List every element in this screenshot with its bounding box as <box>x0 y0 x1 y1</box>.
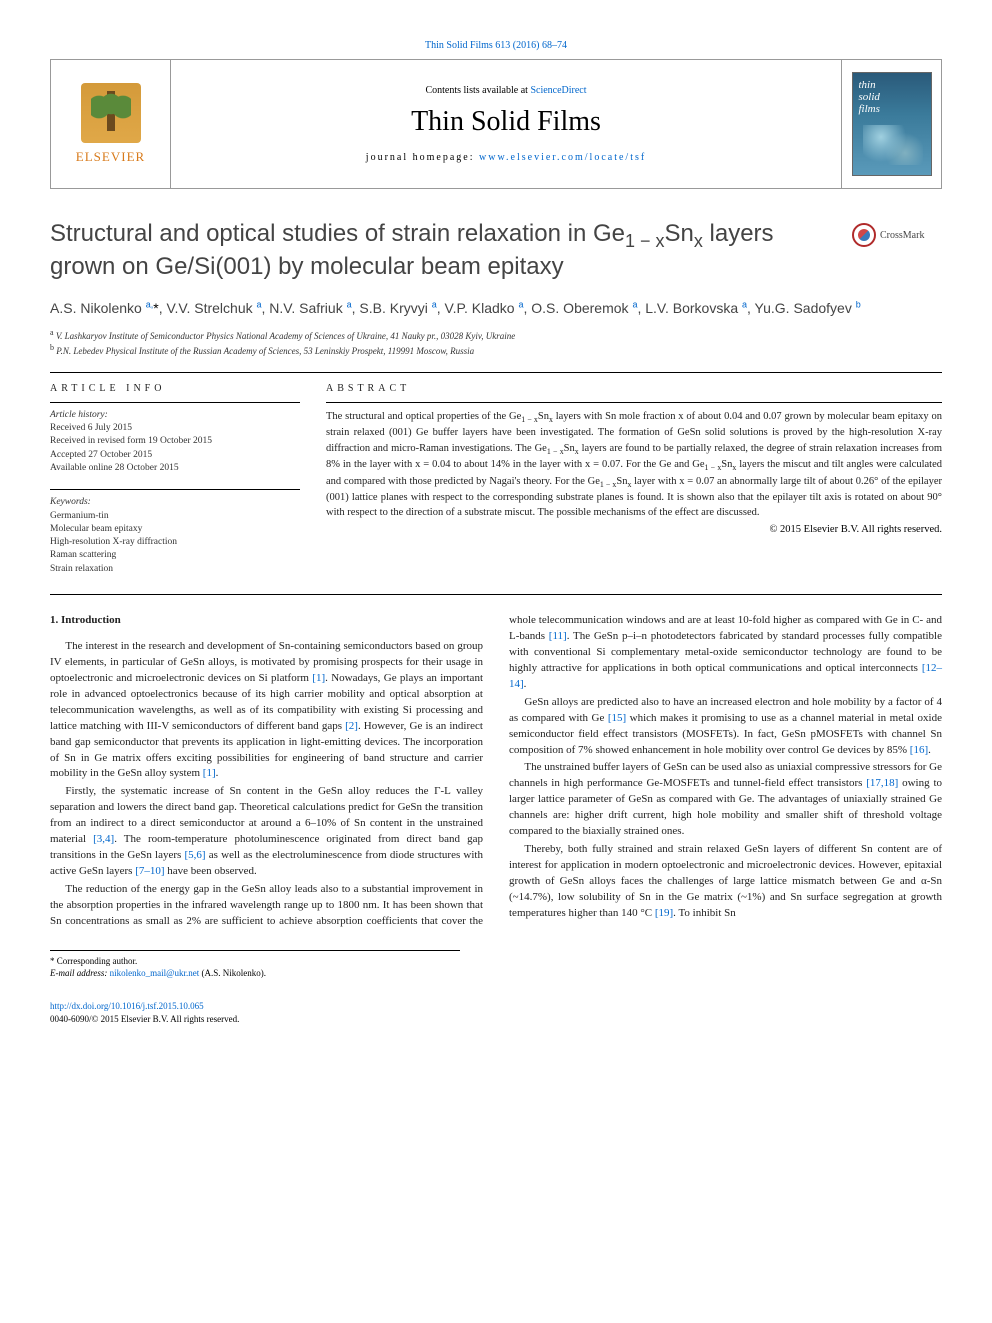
publisher-logo: ELSEVIER <box>51 60 171 188</box>
history-line: Available online 28 October 2015 <box>50 462 300 475</box>
keyword: Strain relaxation <box>50 563 300 576</box>
body-paragraph: The unstrained buffer layers of GeSn can… <box>509 760 942 840</box>
keyword: High-resolution X-ray diffraction <box>50 536 300 549</box>
header-center: Contents lists available at ScienceDirec… <box>171 60 841 188</box>
keyword: Molecular beam epitaxy <box>50 523 300 536</box>
rule-top <box>50 372 942 373</box>
keywords-block: Keywords: Germanium-tinMolecular beam ep… <box>50 496 300 576</box>
history-line: Received 6 July 2015 <box>50 422 300 435</box>
rule-history <box>50 489 300 490</box>
top-reference: Thin Solid Films 613 (2016) 68–74 <box>50 40 942 51</box>
article-title: Structural and optical studies of strain… <box>50 219 832 282</box>
body-columns: 1. Introduction The interest in the rese… <box>50 613 942 930</box>
article-info-heading: article info <box>50 383 300 394</box>
crossmark-widget[interactable]: CrossMark <box>852 223 942 247</box>
journal-header: ELSEVIER Contents lists available at Sci… <box>50 59 942 189</box>
homepage-line: journal homepage: www.elsevier.com/locat… <box>366 152 646 163</box>
cover-text-1: thin <box>859 79 876 91</box>
email-person: (A.S. Nikolenko). <box>201 968 266 978</box>
issn-copyright: 0040-6090/© 2015 Elsevier B.V. All right… <box>50 1014 239 1024</box>
email-label: E-mail address: <box>50 968 107 978</box>
affiliation-line: b P.N. Lebedev Physical Institute of the… <box>50 342 942 358</box>
homepage-link[interactable]: www.elsevier.com/locate/tsf <box>479 152 646 163</box>
article-info-column: article info Article history: Received 6… <box>50 383 300 576</box>
doi-link[interactable]: http://dx.doi.org/10.1016/j.tsf.2015.10.… <box>50 1001 204 1011</box>
keywords-heading: Keywords: <box>50 496 300 509</box>
rule-abstract <box>326 402 942 403</box>
email-line: E-mail address: nikolenko_mail@ukr.net (… <box>50 967 460 980</box>
affiliation-line: a V. Lashkaryov Institute of Semiconduct… <box>50 327 942 343</box>
rule-body <box>50 594 942 595</box>
authors-line: A.S. Nikolenko a,*, V.V. Strelchuk a, N.… <box>50 298 942 318</box>
body-paragraph: Firstly, the systematic increase of Sn c… <box>50 784 483 880</box>
abstract-text: The structural and optical properties of… <box>326 409 942 521</box>
homepage-prefix: journal homepage: <box>366 152 479 163</box>
keyword: Raman scattering <box>50 549 300 562</box>
elsevier-tree-icon <box>81 83 141 143</box>
cover-thumbnail: thin solid films <box>852 72 932 176</box>
journal-cover: thin solid films <box>841 60 941 188</box>
publisher-name: ELSEVIER <box>76 149 145 165</box>
info-abstract-row: article info Article history: Received 6… <box>50 383 942 576</box>
crossmark-icon <box>852 223 876 247</box>
body-paragraph: Thereby, both fully strained and strain … <box>509 842 942 922</box>
rule-info <box>50 402 300 403</box>
history-line: Received in revised form 19 October 2015 <box>50 435 300 448</box>
email-link[interactable]: nikolenko_mail@ukr.net <box>110 968 200 978</box>
footnotes: * Corresponding author. E-mail address: … <box>50 950 460 980</box>
top-reference-link[interactable]: Thin Solid Films 613 (2016) 68–74 <box>425 40 567 51</box>
cover-text-3: films <box>859 103 880 115</box>
body-paragraph: GeSn alloys are predicted also to have a… <box>509 695 942 759</box>
history-heading: Article history: <box>50 409 300 422</box>
history-line: Accepted 27 October 2015 <box>50 449 300 462</box>
crossmark-label: CrossMark <box>880 230 924 241</box>
abstract-column: abstract The structural and optical prop… <box>326 383 942 576</box>
contents-prefix: Contents lists available at <box>425 85 530 96</box>
section-1-heading: 1. Introduction <box>50 613 483 629</box>
sciencedirect-link[interactable]: ScienceDirect <box>530 85 586 96</box>
corresponding-author: * Corresponding author. <box>50 955 460 968</box>
contents-line: Contents lists available at ScienceDirec… <box>425 85 586 96</box>
abstract-copyright: © 2015 Elsevier B.V. All rights reserved… <box>326 524 942 535</box>
keyword: Germanium-tin <box>50 510 300 523</box>
abstract-heading: abstract <box>326 383 942 394</box>
article-history: Article history: Received 6 July 2015Rec… <box>50 409 300 475</box>
title-row: Structural and optical studies of strain… <box>50 219 942 282</box>
journal-title: Thin Solid Films <box>411 106 601 138</box>
affiliations: a V. Lashkaryov Institute of Semiconduct… <box>50 327 942 358</box>
cover-text-2: solid <box>859 91 880 103</box>
body-paragraph: The interest in the research and develop… <box>50 639 483 782</box>
footer: http://dx.doi.org/10.1016/j.tsf.2015.10.… <box>50 1000 942 1025</box>
